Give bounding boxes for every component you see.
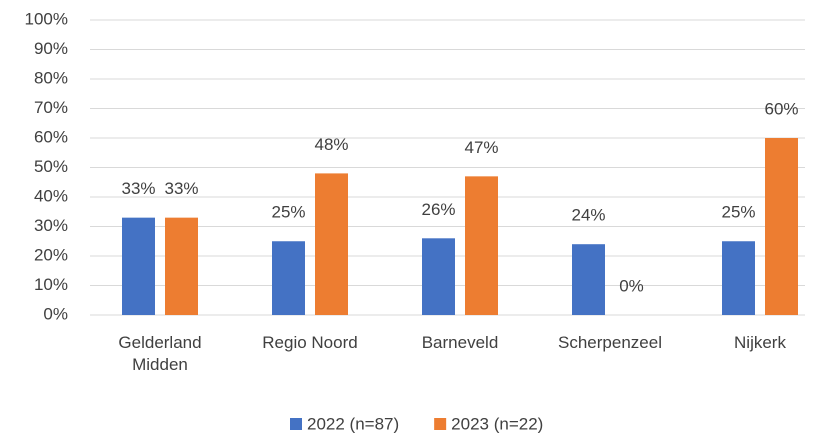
data-label: 25% bbox=[721, 203, 755, 222]
y-tick-label: 50% bbox=[34, 157, 68, 176]
y-tick-label: 60% bbox=[34, 127, 68, 146]
y-tick-label: 30% bbox=[34, 216, 68, 235]
y-tick-label: 70% bbox=[34, 98, 68, 117]
bar bbox=[122, 217, 155, 315]
data-label: 33% bbox=[121, 179, 155, 198]
x-tick-label: Gelderland Midden bbox=[118, 333, 202, 374]
bar bbox=[272, 241, 305, 315]
x-tick-label: Scherpenzeel bbox=[558, 333, 662, 352]
data-label: 24% bbox=[571, 206, 605, 225]
bar bbox=[765, 138, 798, 315]
y-tick-label: 100% bbox=[25, 9, 68, 28]
data-label: 33% bbox=[164, 179, 198, 198]
x-tick-label: Regio Noord bbox=[262, 333, 358, 352]
legend-swatch bbox=[434, 418, 447, 430]
data-label: 48% bbox=[314, 135, 348, 154]
data-label: 25% bbox=[271, 203, 305, 222]
y-tick-label: 20% bbox=[34, 245, 68, 264]
y-tick-label: 40% bbox=[34, 186, 68, 205]
y-tick-label: 0% bbox=[43, 304, 68, 323]
x-tick-label: Nijkerk bbox=[734, 333, 786, 352]
bar bbox=[165, 217, 198, 315]
y-tick-label: 10% bbox=[34, 275, 68, 294]
legend-label: 2023 (n=22) bbox=[451, 414, 543, 433]
x-tick-label: Barneveld bbox=[421, 333, 499, 352]
data-label: 47% bbox=[464, 138, 498, 157]
legend-label: 2022 (n=87) bbox=[307, 414, 399, 433]
bar bbox=[315, 173, 348, 315]
bar bbox=[722, 241, 755, 315]
y-tick-label: 80% bbox=[34, 68, 68, 87]
data-label: 0% bbox=[619, 276, 644, 295]
bar bbox=[422, 238, 455, 315]
bar bbox=[572, 244, 605, 315]
data-label: 26% bbox=[421, 200, 455, 219]
legend-swatch bbox=[290, 418, 302, 430]
data-label: 60% bbox=[764, 99, 798, 118]
y-tick-label: 90% bbox=[34, 39, 68, 58]
bar bbox=[465, 176, 498, 315]
